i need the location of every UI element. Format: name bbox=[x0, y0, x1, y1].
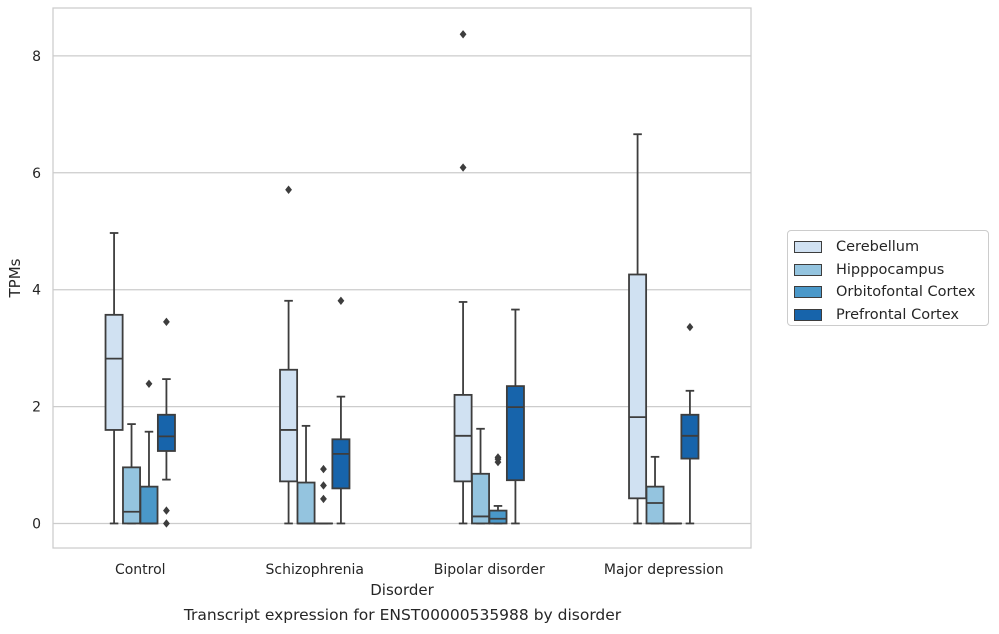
y-tick-label: 0 bbox=[32, 516, 41, 532]
box-3-0 bbox=[628, 133, 648, 525]
box-body bbox=[279, 368, 299, 483]
box-1-3 bbox=[331, 296, 351, 525]
box-1-1 bbox=[296, 424, 316, 525]
plot-frame bbox=[52, 7, 752, 549]
box-body bbox=[104, 313, 124, 431]
box-body bbox=[645, 485, 665, 525]
box-1-0 bbox=[279, 185, 299, 525]
x-tick-label: Control bbox=[115, 562, 166, 578]
y-axis: 0 2 4 6 8 bbox=[32, 49, 41, 533]
legend-label: Hipppocampus bbox=[836, 261, 945, 278]
box-body bbox=[505, 385, 525, 482]
legend-swatch bbox=[794, 286, 822, 299]
legend-item: Cerebellum bbox=[794, 236, 988, 259]
outlier-point bbox=[145, 379, 153, 388]
box-body bbox=[471, 472, 490, 525]
box-body bbox=[628, 273, 648, 500]
legend-label: Prefrontal Cortex bbox=[836, 306, 959, 323]
box-body bbox=[139, 485, 159, 525]
box-0-3 bbox=[156, 317, 176, 528]
outlier-point bbox=[686, 322, 694, 332]
box-body bbox=[296, 481, 316, 525]
box-body bbox=[453, 393, 473, 483]
box-3-3 bbox=[680, 322, 700, 525]
legend-item: Prefrontal Cortex bbox=[794, 304, 988, 327]
box-body bbox=[488, 509, 508, 525]
outlier-point bbox=[163, 506, 170, 515]
box-body bbox=[331, 438, 351, 490]
outlier-point bbox=[285, 185, 292, 194]
box-3-1 bbox=[645, 455, 665, 525]
outlier-point bbox=[320, 481, 327, 490]
legend-item: Hipppocampus bbox=[794, 259, 988, 282]
box-0-2 bbox=[139, 379, 159, 525]
outlier-point bbox=[163, 519, 170, 528]
y-tick-label: 4 bbox=[32, 283, 41, 299]
outlier-point bbox=[163, 317, 170, 327]
legend-label: Orbitofontal Cortex bbox=[836, 284, 976, 301]
y-axis-label: TPMs bbox=[6, 258, 24, 298]
legend-swatch bbox=[794, 241, 822, 254]
chart-caption: Transcript expression for ENST0000053598… bbox=[183, 606, 622, 624]
box-2-1 bbox=[471, 427, 490, 525]
x-tick-label: Schizophrenia bbox=[266, 562, 364, 578]
legend-label: Cerebellum bbox=[836, 239, 920, 256]
legend-swatch bbox=[794, 308, 822, 321]
legend-item: Orbitofontal Cortex bbox=[794, 281, 988, 304]
legend: Cerebellum Hipppocampus Orbitofontal Corte… bbox=[787, 230, 989, 326]
outlier-point bbox=[494, 453, 502, 462]
x-axis-label: Disorder bbox=[370, 581, 434, 599]
box-2-3 bbox=[505, 308, 525, 525]
outlier-point bbox=[337, 296, 345, 305]
outlier-point bbox=[320, 494, 327, 504]
x-tick-label: Major depression bbox=[604, 562, 724, 578]
plot-area bbox=[104, 30, 700, 528]
box-body bbox=[122, 466, 141, 525]
box-2-2 bbox=[488, 453, 508, 525]
box-1-2 bbox=[314, 464, 333, 525]
y-tick-label: 2 bbox=[32, 400, 41, 416]
box-2-0 bbox=[453, 30, 473, 525]
outlier-point bbox=[459, 30, 467, 39]
y-tick-label: 8 bbox=[32, 49, 41, 65]
y-tick-label: 6 bbox=[32, 166, 41, 182]
outlier-point bbox=[320, 464, 327, 474]
x-tick-label: Bipolar disorder bbox=[434, 562, 545, 578]
legend-swatch bbox=[794, 263, 822, 276]
outlier-point bbox=[459, 163, 467, 172]
x-axis: Control Schizophrenia Bipolar disorder Majo… bbox=[115, 562, 724, 578]
box-body bbox=[156, 413, 176, 452]
box-0-0 bbox=[104, 232, 124, 525]
